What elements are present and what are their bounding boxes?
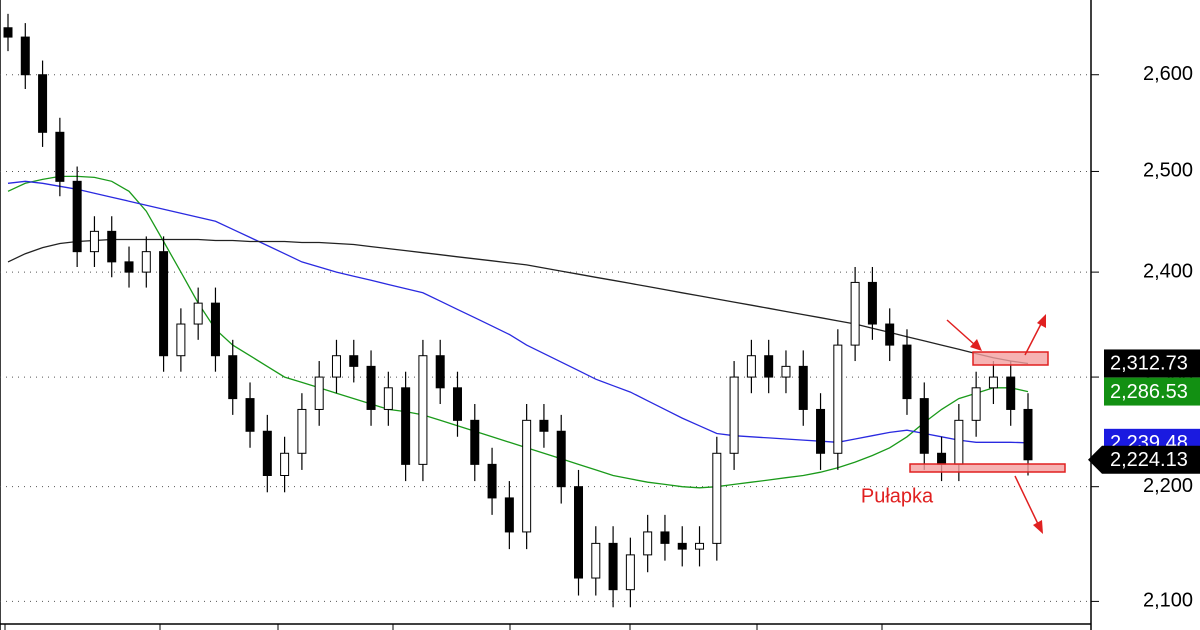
candle-body	[954, 419, 964, 465]
month-label: August	[763, 628, 826, 630]
y-tick-label: 2,500	[1143, 160, 1193, 182]
candle-body	[833, 344, 843, 454]
candle-body	[38, 74, 48, 133]
candle-body	[176, 323, 186, 357]
candle-body	[435, 355, 445, 389]
price-label: 2,224.13	[1110, 449, 1188, 471]
candle-body	[781, 365, 791, 378]
price-labels: 2,312.732,286.532,239.482,224.13	[1088, 349, 1200, 474]
candle-body	[798, 365, 808, 410]
candle-body	[591, 542, 601, 579]
month-label: 2016	[11, 628, 56, 630]
candle-body	[487, 463, 497, 499]
candle-body	[55, 131, 65, 182]
candle-body	[504, 497, 514, 533]
month-label: March	[166, 628, 222, 630]
price-label: 2,286.53	[1110, 381, 1188, 403]
y-tick-label: 2,200	[1143, 475, 1193, 497]
candle-body	[280, 452, 290, 477]
candle-body	[988, 376, 998, 389]
candle-body	[228, 355, 238, 400]
price-label-box	[1104, 349, 1200, 378]
candle-body	[124, 261, 134, 273]
candle-body	[331, 355, 341, 378]
arrow	[1014, 475, 1039, 525]
candle-body	[452, 387, 462, 421]
candle-body	[141, 251, 151, 273]
y-tick-label: 2,400	[1143, 260, 1193, 282]
month-label: May	[399, 628, 437, 630]
candle-body	[608, 542, 618, 591]
candle-body	[729, 376, 739, 454]
candle-body	[556, 430, 566, 488]
arrow	[1024, 321, 1043, 356]
candle-body	[539, 419, 549, 432]
candle-body	[902, 344, 912, 400]
month-label: April	[284, 628, 324, 630]
trap-markers: Pułapka	[861, 314, 1066, 534]
candle-body	[643, 531, 653, 556]
price-label-box	[1088, 445, 1200, 474]
arrow-head	[1033, 520, 1043, 534]
candle-body	[210, 302, 220, 357]
resistance-box	[972, 351, 1049, 366]
candle-body	[314, 376, 324, 410]
candle-body	[522, 419, 532, 533]
candle-body	[245, 398, 255, 432]
arrow-head	[970, 339, 982, 351]
month-label: September	[888, 628, 986, 630]
moving-average-line	[7, 180, 1029, 444]
candle-body	[418, 355, 428, 465]
month-label: July	[636, 628, 672, 630]
candle-body	[20, 36, 30, 76]
arrow-head	[1037, 314, 1046, 328]
candle-body	[3, 27, 13, 38]
candle-body	[919, 398, 929, 454]
candle-body	[1006, 376, 1016, 410]
candle-body	[72, 180, 82, 253]
candle-body	[349, 355, 359, 367]
candle-body	[712, 452, 722, 544]
candles	[3, 13, 1033, 608]
candle-body	[695, 542, 705, 550]
candle-body	[366, 365, 376, 410]
candle-body	[297, 408, 307, 454]
y-tick-label: 2,600	[1143, 63, 1193, 85]
candle-body	[89, 230, 99, 253]
candle-body	[383, 387, 393, 410]
candle-body	[625, 554, 635, 591]
price-label: 2,312.73	[1110, 353, 1188, 375]
month-label: June	[516, 628, 559, 630]
candle-body	[660, 531, 670, 544]
candle-body	[401, 387, 411, 465]
moving-average-line	[7, 175, 1029, 489]
candle-body	[937, 452, 947, 465]
support-box	[909, 463, 1066, 473]
candle-body	[867, 281, 877, 325]
candle-body	[816, 408, 826, 454]
y-tick-label: 2,100	[1143, 590, 1193, 612]
candle-body	[574, 486, 584, 579]
price-label-box	[1104, 377, 1200, 406]
candle-body	[1023, 408, 1033, 461]
candle-body	[262, 430, 272, 477]
candle-body	[850, 281, 860, 346]
candle-body	[971, 387, 981, 421]
candle-body	[107, 230, 117, 263]
arrow	[946, 319, 976, 346]
candle-body	[159, 251, 169, 357]
candle-body	[746, 355, 756, 378]
candle-body	[885, 323, 895, 346]
candle-body	[193, 302, 203, 325]
candle-body	[470, 419, 480, 465]
annotation: Pułapka	[861, 485, 934, 507]
month-labels: 2016 March April May June July August September	[4, 624, 986, 630]
candle-body	[677, 542, 687, 550]
candle-body	[764, 355, 774, 378]
